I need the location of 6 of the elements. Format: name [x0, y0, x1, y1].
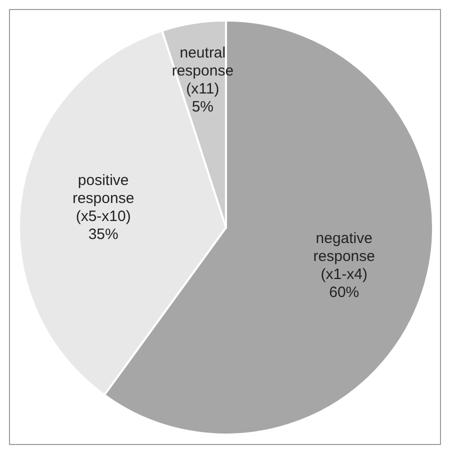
data-label: 5% [192, 98, 214, 116]
data-label: 60% [329, 284, 360, 302]
slice-label: neutral response (x11) [172, 44, 234, 98]
slice-label: positive response (x5-x10) [72, 172, 134, 226]
data-label: 35% [88, 226, 118, 244]
slice-label: negative response (x1-x4) [313, 230, 375, 284]
